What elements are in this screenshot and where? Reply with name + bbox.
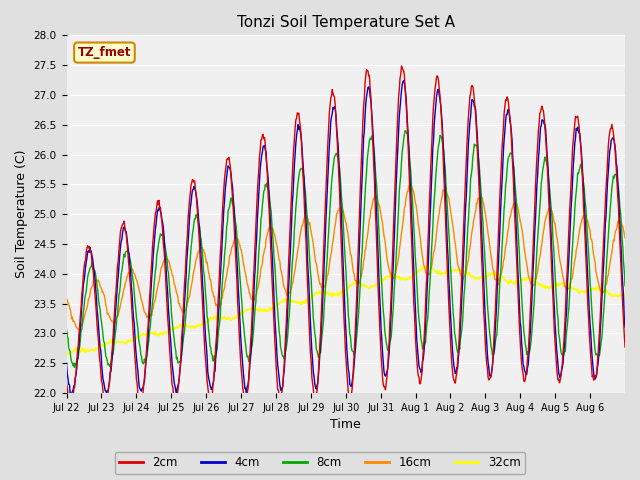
2cm xyxy=(436,94,444,99)
8cm xyxy=(405,144,413,150)
32cm xyxy=(129,337,136,343)
16cm xyxy=(621,235,629,240)
2cm xyxy=(621,344,629,350)
8cm xyxy=(129,276,136,282)
16cm xyxy=(280,284,288,290)
4cm xyxy=(280,368,288,373)
4cm xyxy=(128,291,136,297)
4cm xyxy=(63,360,70,366)
Line: 4cm: 4cm xyxy=(67,81,625,394)
16cm xyxy=(232,235,239,241)
2cm xyxy=(259,132,267,137)
2cm xyxy=(63,380,70,385)
4cm xyxy=(232,230,239,236)
32cm xyxy=(621,291,629,297)
Text: TZ_fmet: TZ_fmet xyxy=(77,46,131,59)
Title: Tonzi Soil Temperature Set A: Tonzi Soil Temperature Set A xyxy=(237,15,455,30)
32cm xyxy=(423,263,431,269)
16cm xyxy=(63,296,70,301)
Y-axis label: Soil Temperature (C): Soil Temperature (C) xyxy=(15,150,28,278)
4cm xyxy=(436,97,444,103)
16cm xyxy=(259,253,267,259)
16cm xyxy=(76,326,83,332)
8cm xyxy=(436,132,444,138)
4cm xyxy=(405,143,413,149)
16cm xyxy=(404,189,412,194)
32cm xyxy=(63,350,70,356)
2cm xyxy=(280,360,288,366)
Line: 32cm: 32cm xyxy=(67,266,625,354)
32cm xyxy=(259,308,267,313)
4cm xyxy=(400,78,408,84)
Legend: 2cm, 4cm, 8cm, 16cm, 32cm: 2cm, 4cm, 8cm, 16cm, 32cm xyxy=(115,452,525,474)
8cm xyxy=(232,219,239,225)
2cm xyxy=(129,321,136,327)
8cm xyxy=(401,128,409,133)
4cm xyxy=(621,324,629,330)
4cm xyxy=(173,391,180,397)
X-axis label: Time: Time xyxy=(330,419,361,432)
2cm xyxy=(397,63,405,69)
2cm xyxy=(405,160,413,166)
8cm xyxy=(63,326,70,332)
4cm xyxy=(259,144,267,149)
Line: 16cm: 16cm xyxy=(67,186,625,329)
8cm xyxy=(70,365,78,371)
32cm xyxy=(436,271,444,276)
32cm xyxy=(280,296,288,302)
Line: 2cm: 2cm xyxy=(67,66,625,404)
32cm xyxy=(404,276,412,281)
8cm xyxy=(280,356,288,361)
32cm xyxy=(64,351,72,357)
16cm xyxy=(405,183,413,189)
8cm xyxy=(259,196,267,202)
32cm xyxy=(232,315,239,321)
16cm xyxy=(436,204,444,209)
8cm xyxy=(621,283,629,288)
16cm xyxy=(129,267,136,273)
2cm xyxy=(232,249,239,254)
2cm xyxy=(67,401,74,407)
Line: 8cm: 8cm xyxy=(67,131,625,368)
